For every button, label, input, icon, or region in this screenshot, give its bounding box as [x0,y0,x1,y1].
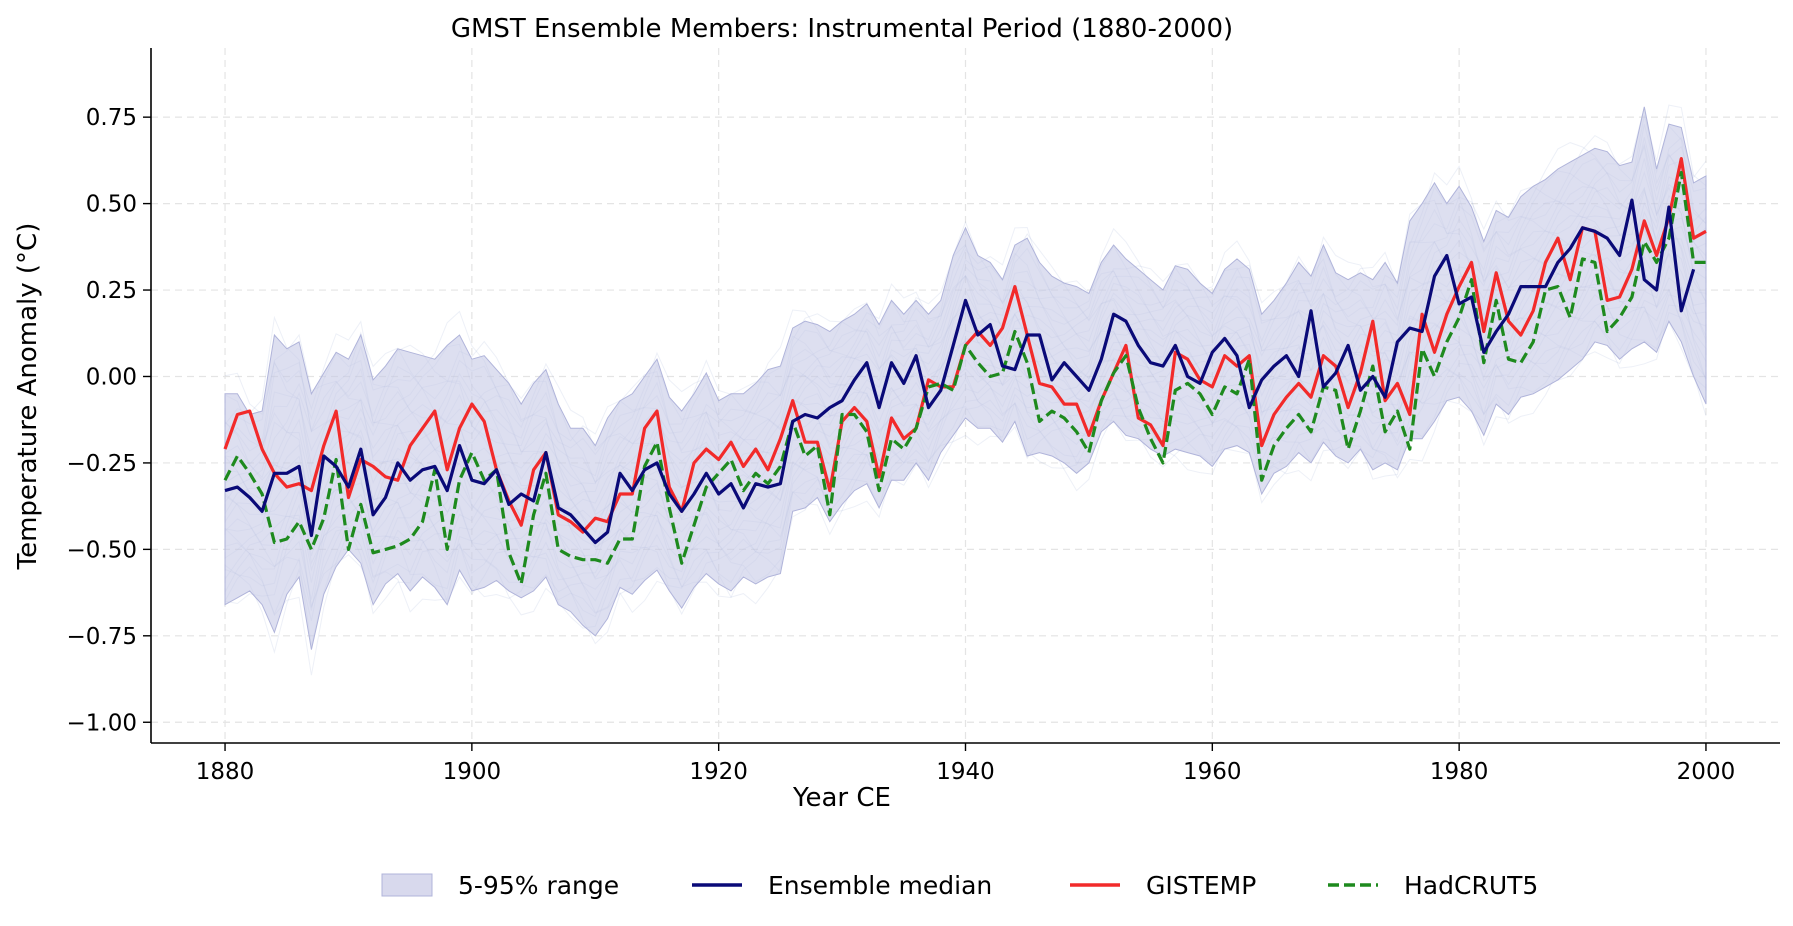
legend-label: Ensemble median [768,871,992,900]
x-tick-label: 1920 [689,759,748,785]
y-tick-label: −0.50 [67,537,137,563]
x-tick-label: 1980 [1430,759,1489,785]
legend-label: HadCRUT5 [1404,871,1538,900]
series-line-ensemble-median [224,198,1696,545]
axes: 1880 1900 1920 1940 1960 1980 2000 −1.00 −0.75 −0… [67,48,1780,785]
series-lines [223,157,1707,586]
x-tick-label: 1940 [936,759,995,785]
legend-swatch-band [381,873,433,897]
x-tick-label: 2000 [1677,759,1736,785]
band-layer [224,106,1707,650]
y-tick-label: −0.25 [67,451,137,477]
legend-label: GISTEMP [1146,871,1256,900]
legend: 5-95% range Ensemble median GISTEMP HadCRUT… [381,871,1538,900]
y-tick-label: 0.75 [86,105,137,131]
chart-title: GMST Ensemble Members: Instrumental Peri… [451,14,1233,44]
range-band-5-95 [224,106,1707,650]
y-tick-label: −0.75 [67,624,137,650]
y-tick-label: −1.00 [67,710,137,736]
x-axis-label: Year CE [792,783,891,813]
x-tick-label: 1900 [443,759,502,785]
y-axis-label: Temperature Anomaly (°C) [13,223,43,571]
y-tick-label: 0.00 [86,364,137,390]
series-line-hadcrut5 [223,170,1706,586]
legend-label: 5-95% range [458,871,619,900]
x-tick-label: 1960 [1183,759,1242,785]
y-tick-label: 0.25 [86,278,137,304]
y-tick-label: 0.50 [86,192,137,218]
x-tick-label: 1880 [196,759,255,785]
